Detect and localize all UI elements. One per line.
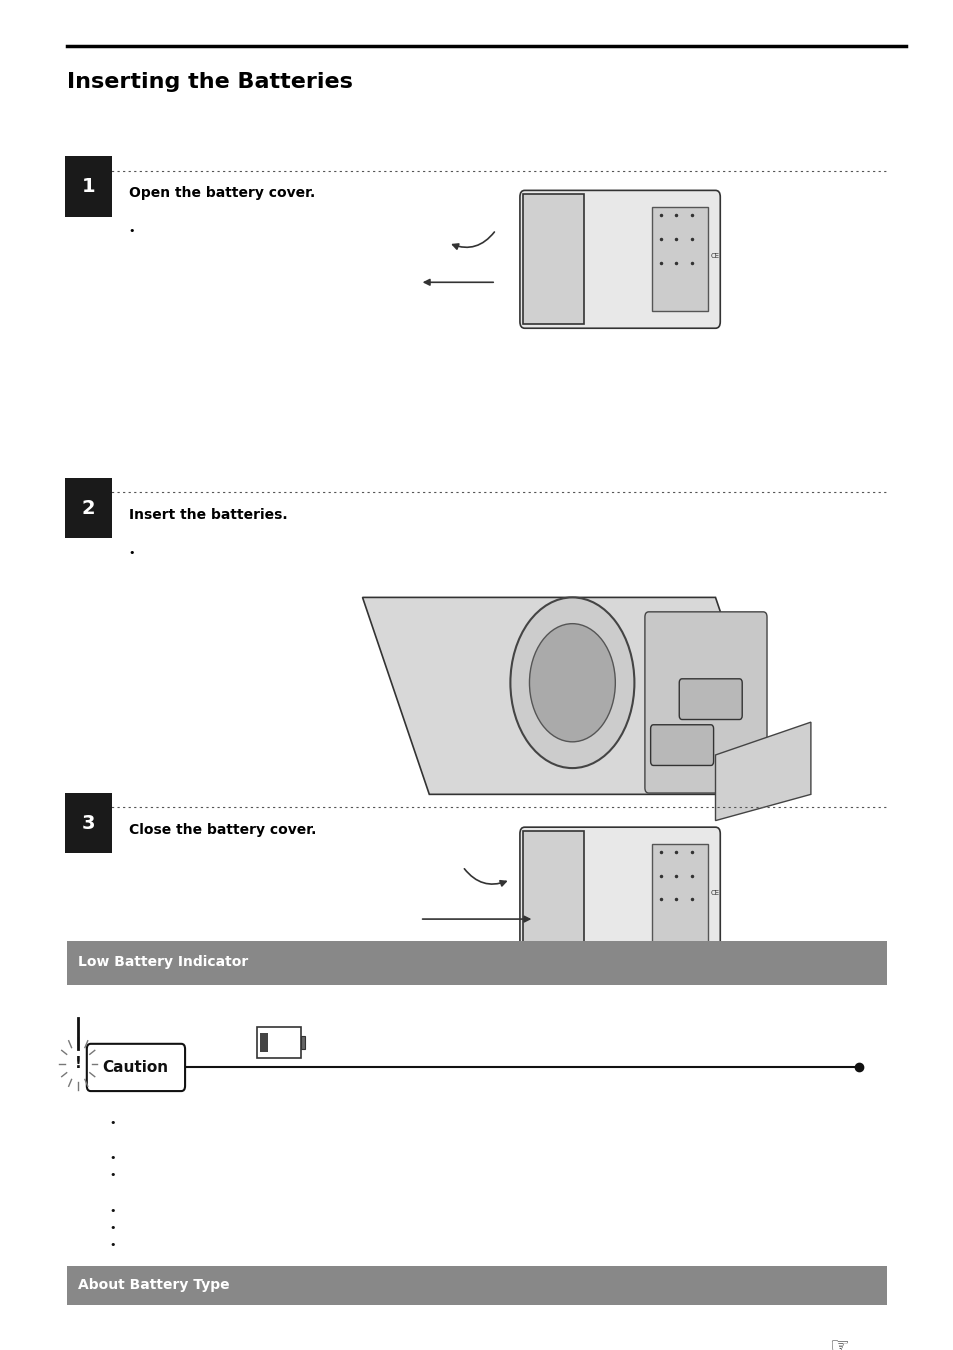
Text: 1: 1 [81, 177, 95, 196]
Text: •: • [129, 548, 135, 558]
Text: 2: 2 [81, 498, 95, 517]
Text: CE: CE [710, 252, 720, 259]
Text: •: • [110, 1206, 116, 1215]
Polygon shape [715, 722, 810, 821]
FancyBboxPatch shape [522, 832, 583, 961]
FancyBboxPatch shape [87, 1044, 185, 1091]
FancyBboxPatch shape [519, 190, 720, 328]
Text: Low Battery Indicator: Low Battery Indicator [78, 956, 248, 969]
FancyBboxPatch shape [65, 792, 112, 853]
FancyBboxPatch shape [65, 478, 112, 539]
Text: Open the battery cover.: Open the battery cover. [129, 186, 314, 200]
Text: Caution: Caution [102, 1060, 169, 1075]
FancyBboxPatch shape [650, 725, 713, 765]
Text: 3: 3 [81, 814, 95, 833]
FancyBboxPatch shape [67, 941, 886, 984]
FancyBboxPatch shape [256, 1027, 301, 1058]
Text: •: • [129, 225, 135, 236]
Text: •: • [110, 1223, 116, 1233]
Text: About Battery Type: About Battery Type [78, 1278, 230, 1292]
FancyBboxPatch shape [519, 828, 720, 965]
Text: •: • [110, 1239, 116, 1250]
Text: ☞: ☞ [829, 1336, 848, 1350]
FancyBboxPatch shape [644, 612, 766, 792]
Text: Insert the batteries.: Insert the batteries. [129, 508, 287, 522]
Text: Inserting the Batteries: Inserting the Batteries [67, 72, 353, 92]
Circle shape [529, 624, 615, 743]
FancyBboxPatch shape [260, 1033, 268, 1052]
Text: •: • [110, 1170, 116, 1180]
Text: •: • [110, 1118, 116, 1127]
FancyBboxPatch shape [300, 1035, 305, 1049]
Polygon shape [362, 598, 781, 794]
Text: •: • [110, 1153, 116, 1164]
Circle shape [510, 598, 634, 768]
FancyBboxPatch shape [522, 194, 583, 324]
Text: CE: CE [710, 890, 720, 896]
FancyBboxPatch shape [651, 208, 707, 310]
FancyBboxPatch shape [67, 1266, 886, 1305]
Text: Close the battery cover.: Close the battery cover. [129, 824, 315, 837]
FancyBboxPatch shape [651, 844, 707, 948]
Text: !: ! [74, 1056, 82, 1071]
FancyBboxPatch shape [65, 157, 112, 216]
FancyBboxPatch shape [679, 679, 741, 720]
